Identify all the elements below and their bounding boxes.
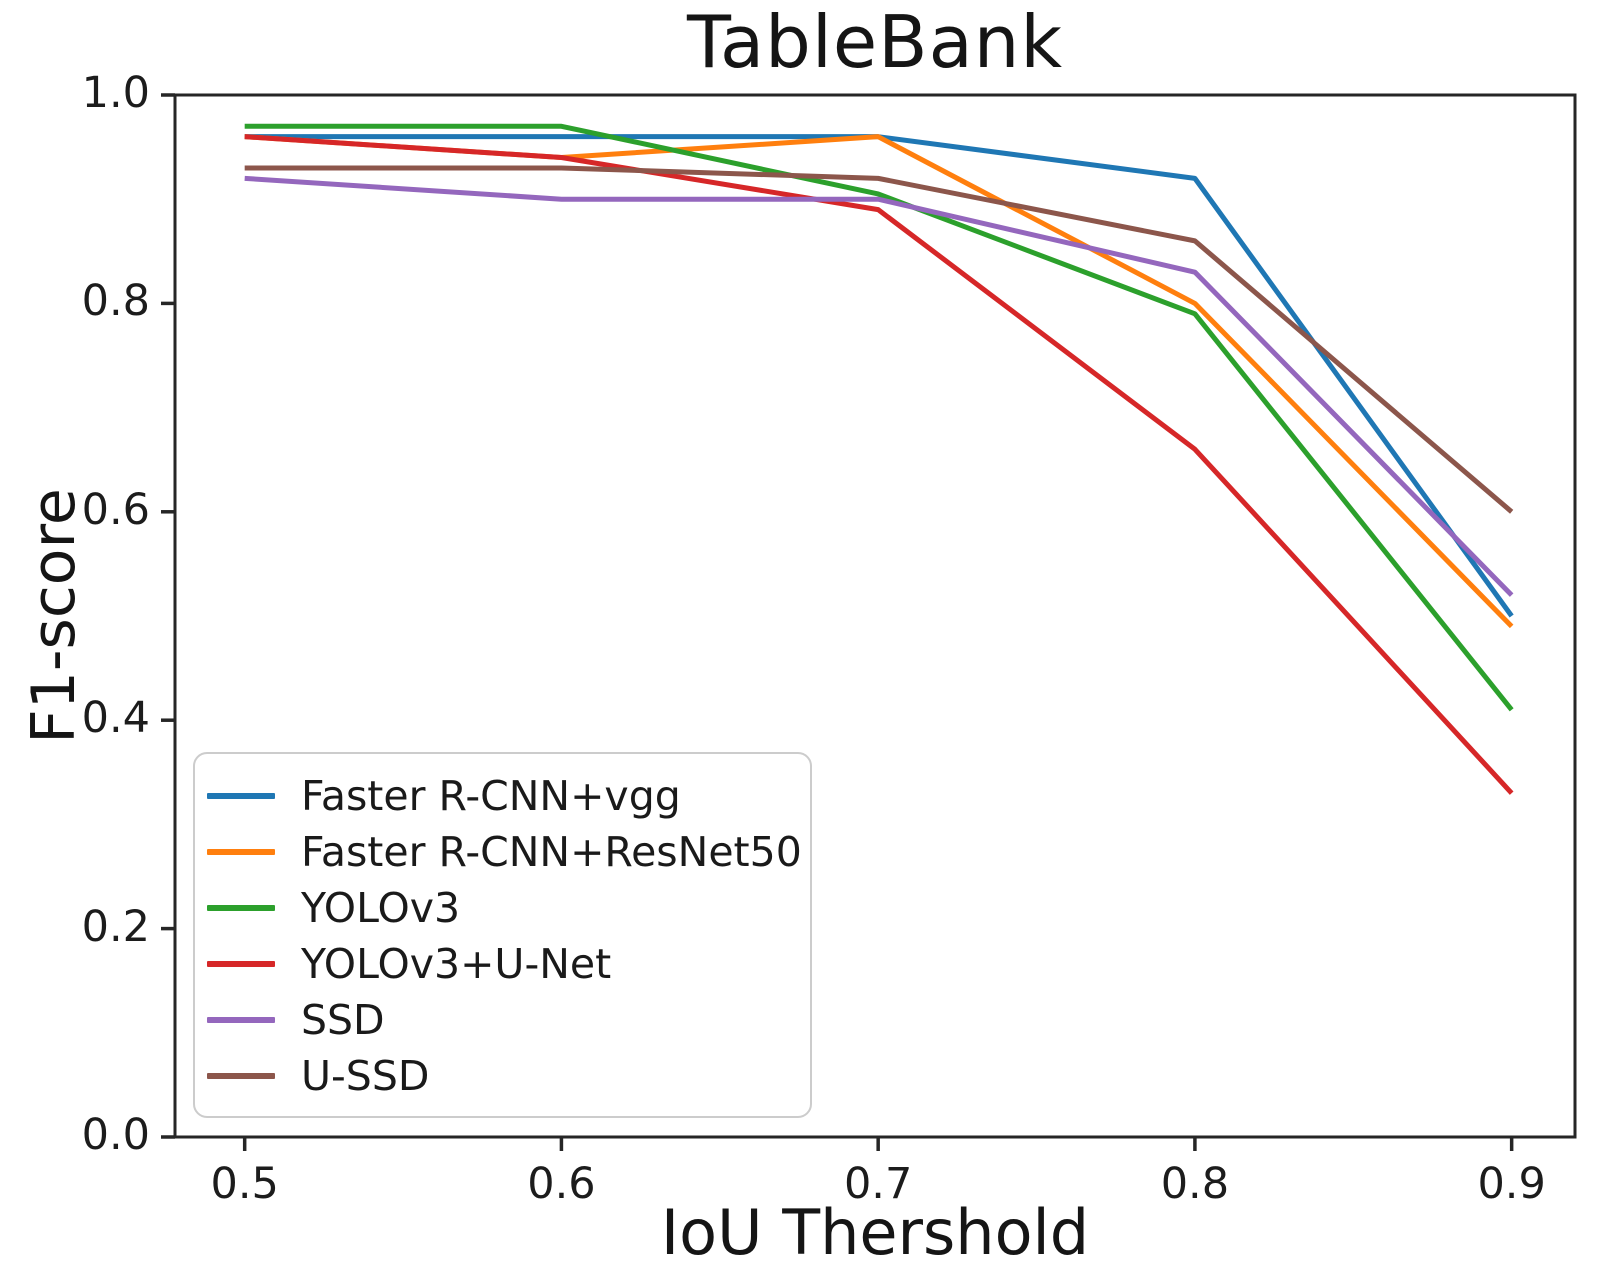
x-tick-label: 0.7 [843, 1159, 913, 1209]
legend-label: Faster R-CNN+ResNet50 [301, 828, 802, 876]
legend-label: Faster R-CNN+vgg [301, 772, 681, 820]
legend-swatch-icon [207, 1073, 275, 1079]
chart-title: TableBank [686, 0, 1064, 84]
axes-spines [173, 93, 1577, 1139]
y-tick-label: 0.4 [81, 693, 150, 744]
series-line-yolov3 [244, 123, 1514, 712]
x-tick-label: 0.9 [1477, 1159, 1546, 1209]
legend-item: U-SSD [207, 1048, 810, 1104]
x-tick-label: 0.5 [210, 1159, 279, 1209]
legend-label: YOLOv3 [301, 884, 461, 932]
x-tick-label: 0.6 [527, 1159, 596, 1209]
y-tick-label: 1.0 [81, 68, 150, 118]
x-axis-label: IoU Thershold [660, 1196, 1090, 1269]
legend-item: YOLOv3 [207, 880, 810, 936]
y-tick-label: 0.6 [81, 484, 150, 535]
legend-item: SSD [207, 992, 810, 1048]
series-line-u-ssd [244, 165, 1514, 514]
legend-swatch-icon [207, 961, 275, 967]
legend-swatch-icon [207, 793, 275, 799]
series-line-ssd [244, 175, 1514, 597]
legend-swatch-icon [207, 849, 275, 855]
x-tick-label: 0.8 [1160, 1159, 1230, 1209]
y-tick-label: 0.2 [81, 901, 150, 952]
legend-item: YOLOv3+U-Net [207, 936, 810, 992]
legend-label: SSD [301, 996, 385, 1044]
legend-swatch-icon [207, 1017, 275, 1023]
series-line-yolov3-u-net [244, 134, 1514, 795]
legend-item: Faster R-CNN+ResNet50 [207, 824, 810, 880]
legend-swatch-icon [207, 905, 275, 911]
y-tick-label: 0.0 [81, 1110, 150, 1160]
legend-label: YOLOv3+U-Net [301, 940, 612, 988]
legend-label: U-SSD [301, 1052, 430, 1100]
y-tick-label: 0.8 [81, 276, 150, 327]
legend: Faster R-CNN+vgg Faster R-CNN+ResNet50 YOL… [193, 752, 812, 1118]
legend-item: Faster R-CNN+vgg [207, 768, 810, 824]
